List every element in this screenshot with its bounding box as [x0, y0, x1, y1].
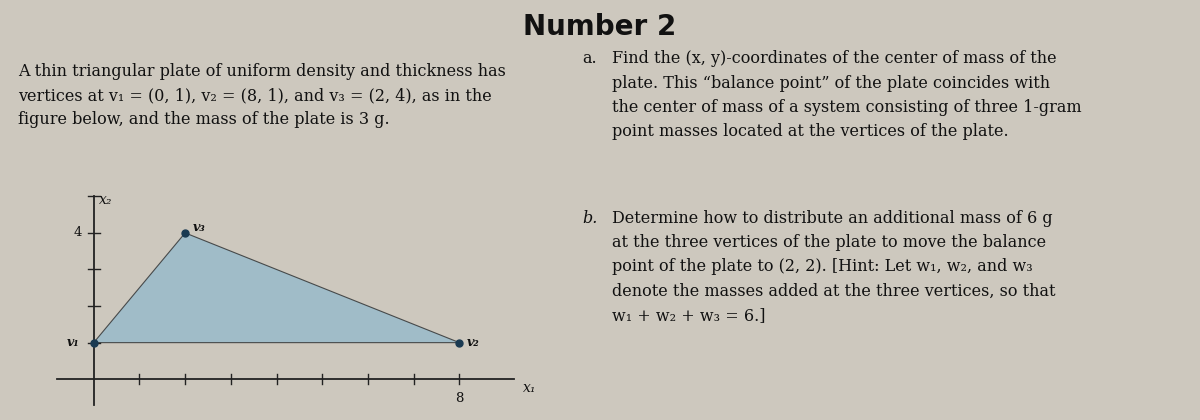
- Text: Number 2: Number 2: [523, 13, 677, 41]
- Text: x₁: x₁: [523, 381, 536, 395]
- Text: Find the (x, y)-coordinates of the center of mass of the
plate. This “balance po: Find the (x, y)-coordinates of the cente…: [612, 50, 1081, 140]
- Text: 4: 4: [74, 226, 83, 239]
- Text: Determine how to distribute an additional mass of 6 g
at the three vertices of t: Determine how to distribute an additiona…: [612, 210, 1056, 323]
- Text: v₁: v₁: [67, 336, 79, 349]
- Text: b.: b.: [582, 210, 598, 227]
- Text: x₂: x₂: [100, 193, 113, 207]
- Text: a.: a.: [582, 50, 596, 67]
- Text: A thin triangular plate of uniform density and thickness has
vertices at v₁ = (0: A thin triangular plate of uniform densi…: [18, 63, 506, 128]
- Polygon shape: [94, 233, 460, 343]
- Text: 8: 8: [455, 392, 463, 405]
- Text: v₂: v₂: [467, 336, 480, 349]
- Text: v₃: v₃: [192, 221, 205, 234]
